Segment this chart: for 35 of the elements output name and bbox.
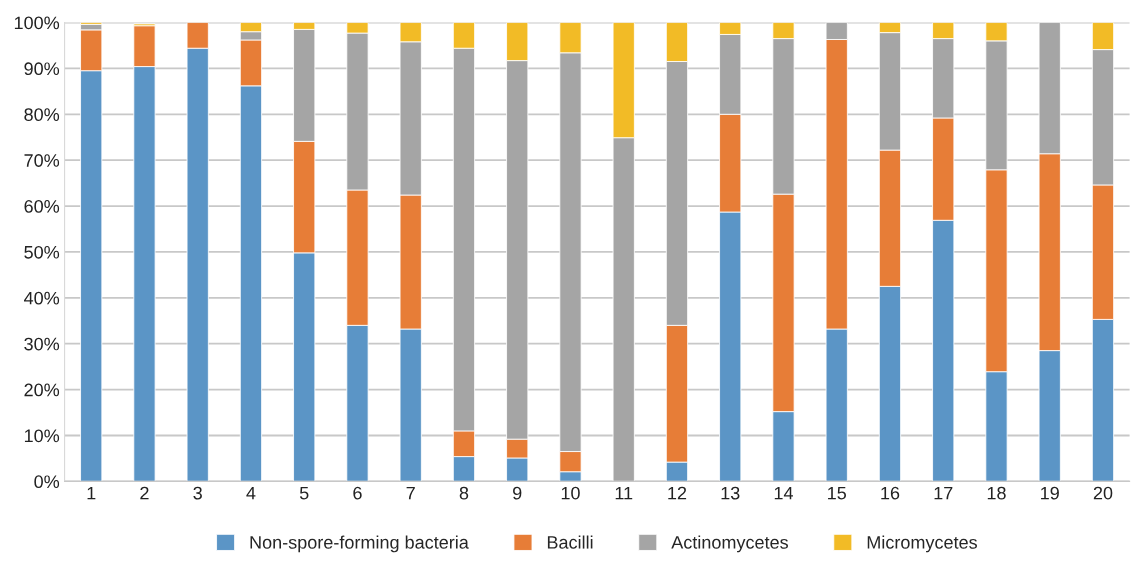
x-tick-label: 17 (934, 486, 953, 500)
x-tick-label: 13 (721, 486, 740, 500)
y-tick-label: 0% (34, 475, 60, 489)
x-tick-label: 2 (140, 486, 149, 500)
x-tick-label: 11 (615, 486, 633, 500)
x-tick-label: 18 (987, 486, 1006, 500)
y-tick-label: 100% (14, 16, 60, 30)
x-tick-label: 20 (1093, 486, 1113, 500)
legend-label: Non-spore-forming bacteria (250, 535, 469, 553)
y-tick-label: 20% (24, 383, 60, 397)
x-tick-label: 7 (406, 486, 415, 500)
y-tick-label: 30% (24, 337, 60, 351)
x-tick-label: 16 (881, 486, 900, 500)
x-tick-label: 4 (246, 486, 256, 500)
x-tick-label: 12 (668, 486, 687, 500)
y-tick-label: 80% (24, 108, 60, 122)
x-tick-label: 19 (1041, 486, 1059, 500)
y-tick-label: 90% (24, 62, 60, 76)
x-tick-label: 5 (299, 486, 309, 500)
x-tick-label: 6 (353, 486, 362, 500)
legend-label: Micromycetes (867, 535, 977, 553)
x-tick-label: 9 (513, 486, 522, 500)
y-tick-label: 10% (24, 429, 60, 443)
x-tick-label: 10 (561, 486, 580, 500)
x-tick-label: 14 (774, 486, 793, 500)
x-tick-label: 1 (87, 486, 96, 500)
y-tick-label: 50% (24, 245, 60, 259)
x-tick-label: 3 (193, 486, 202, 500)
y-tick-label: 70% (24, 154, 60, 167)
x-tick-label: 15 (828, 486, 847, 500)
y-tick-label: 60% (24, 199, 60, 213)
legend-label: Actinomycetes (671, 535, 788, 553)
x-tick-label: 8 (459, 486, 469, 500)
legend-label: Bacilli (547, 535, 593, 549)
y-tick-label: 40% (24, 291, 60, 305)
